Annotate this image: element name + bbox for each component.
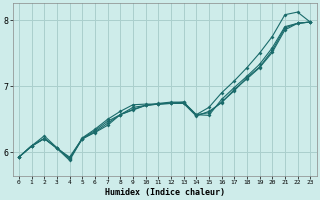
X-axis label: Humidex (Indice chaleur): Humidex (Indice chaleur) <box>105 188 225 197</box>
